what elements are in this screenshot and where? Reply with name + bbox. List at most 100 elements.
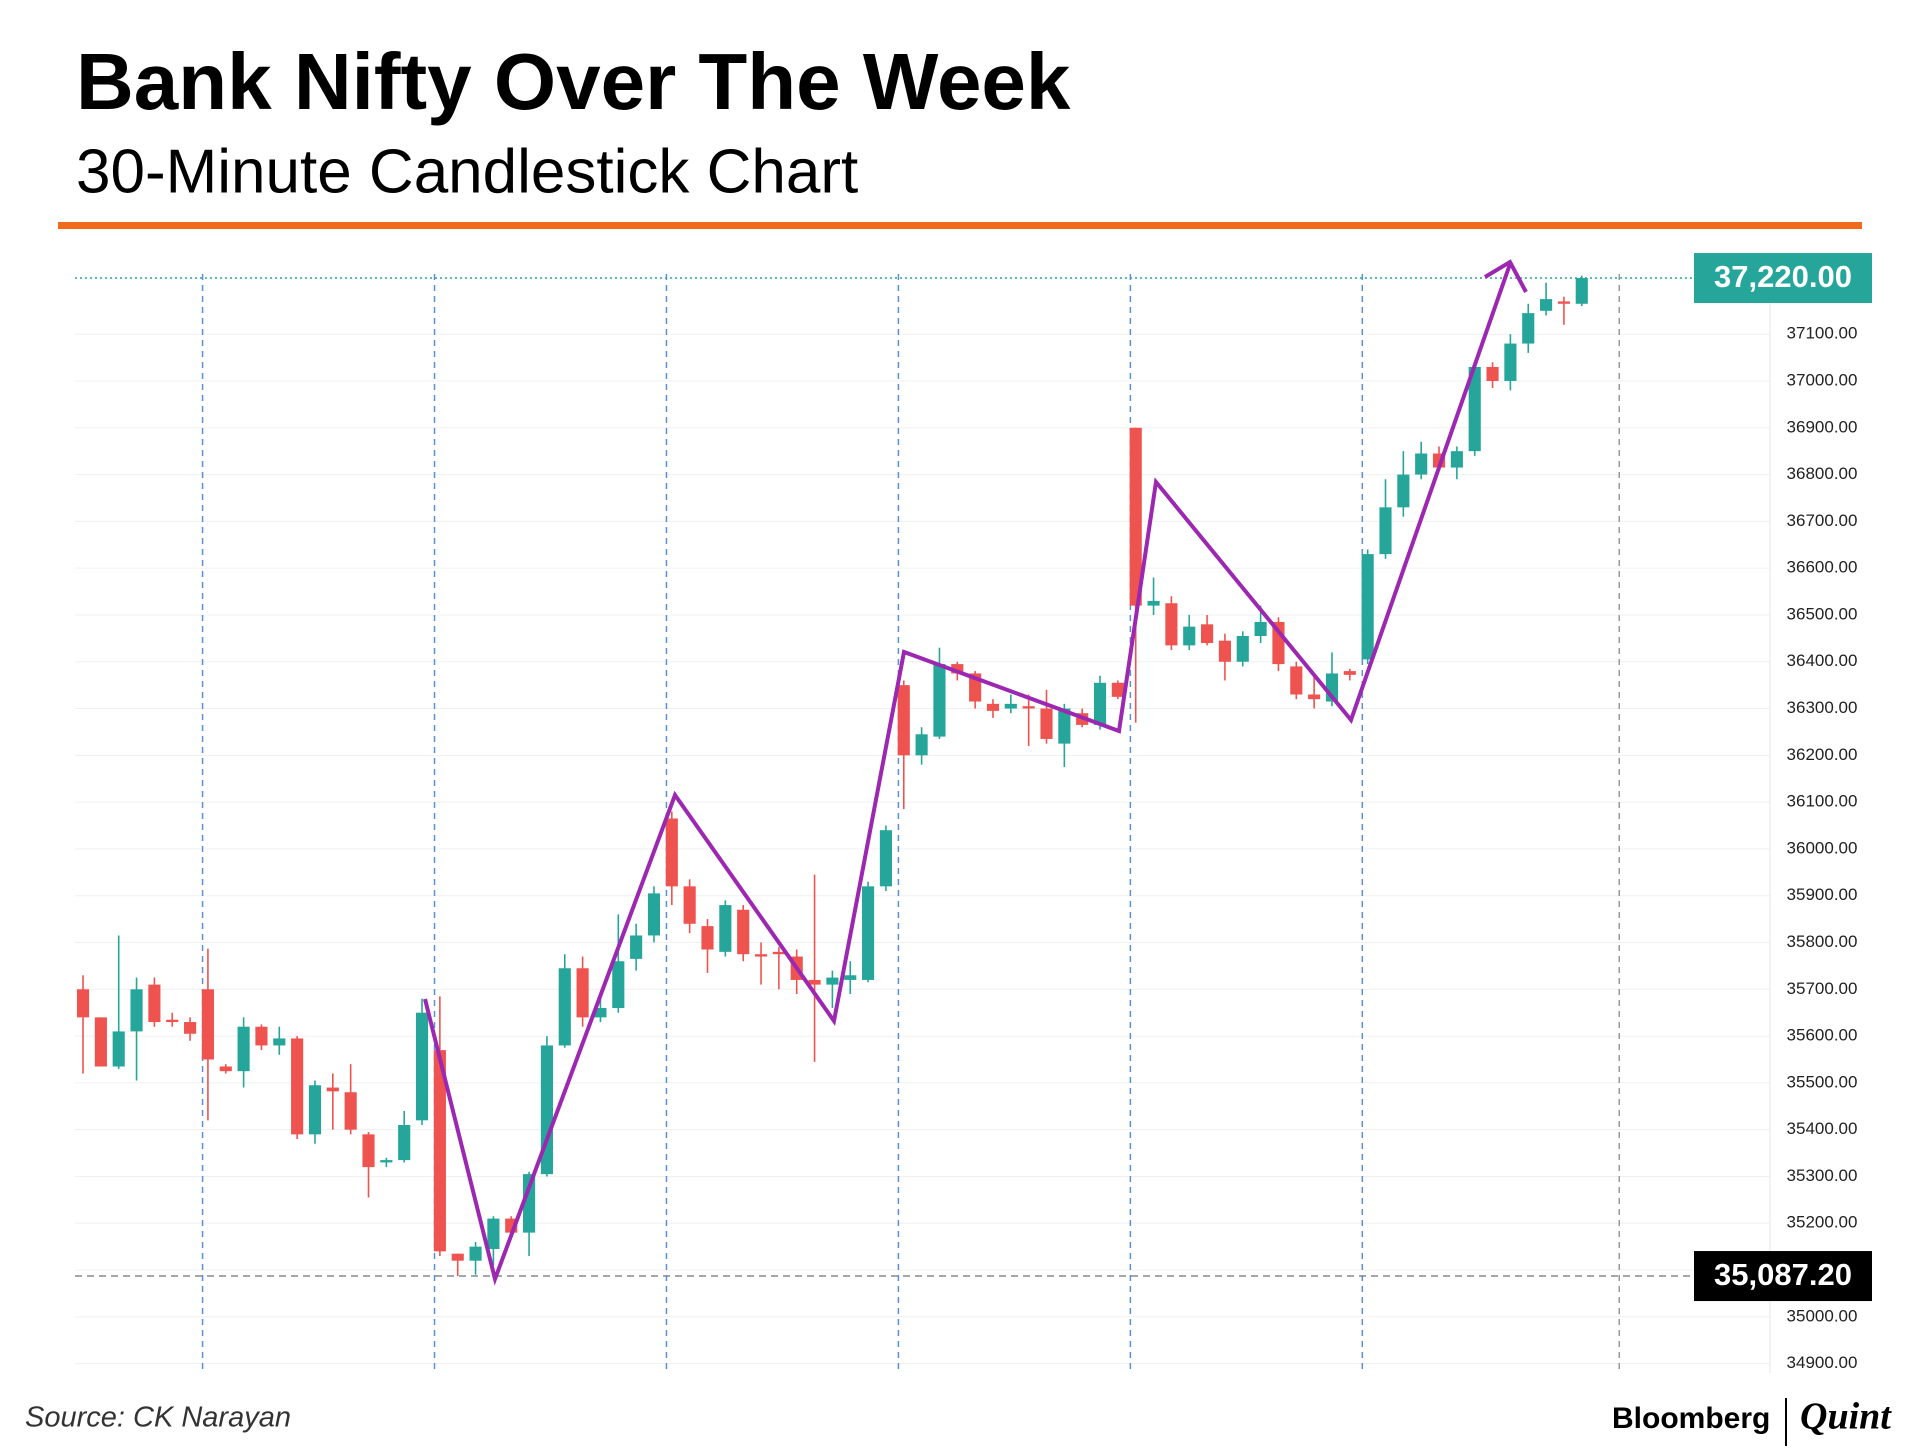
grid [75,277,1770,1365]
candle-body [237,1026,250,1072]
candle-body [344,1092,357,1130]
y-tick-label: 35200.00 [1787,1213,1858,1232]
candle-body [1165,603,1178,646]
candle-body [915,734,928,756]
day-separators [201,274,1620,1373]
candle-body [951,664,964,674]
candle-body [148,984,161,1023]
candle-body [469,1246,482,1261]
price-axis: 34900.0035000.0035100.0035200.0035300.00… [1694,253,1872,1373]
candle-body [862,886,875,980]
candle-body [1486,366,1499,381]
y-tick-label: 35900.00 [1787,885,1858,904]
candle-body [1343,671,1356,675]
candle-body [986,703,1000,711]
y-tick-label: 36500.00 [1787,604,1858,623]
candle-body [933,664,946,737]
y-tick-label: 35700.00 [1787,979,1858,998]
candle-body [1575,278,1588,304]
candle-body [291,1038,304,1135]
y-tick-label: 36100.00 [1787,792,1858,811]
candle-body [879,830,892,887]
trend-arrowhead [1483,259,1528,293]
y-tick-label: 35800.00 [1787,932,1858,951]
candle-body [1361,554,1374,660]
price-label: 37,220.00 [1714,259,1852,294]
candle-body [1504,343,1517,381]
candle-body [166,1019,179,1023]
y-tick-label: 36800.00 [1787,464,1858,483]
chart-title: Bank Nifty Over The Week [76,37,1071,126]
candle-body [826,977,839,985]
candle-body [326,1087,339,1092]
candle-body [1415,453,1428,475]
candle-body [112,1031,125,1067]
candle-body [1540,299,1553,311]
candle-body [630,935,643,959]
candle-body [1290,666,1303,695]
candle-body [1201,624,1214,644]
candle-body [76,989,90,1018]
candle-body [1022,706,1035,709]
title-rule [58,222,1862,229]
price-label-box [1694,1251,1872,1302]
candle-body [1236,636,1249,662]
candle-body [1040,708,1053,739]
candle-body [1379,507,1392,555]
candle-body [737,909,750,955]
y-tick-label: 35600.00 [1787,1026,1858,1045]
price-label-box [1694,253,1872,304]
candle-body [1218,640,1231,662]
candle-body [380,1160,393,1163]
candle-body [754,954,768,957]
candle-body [255,1026,268,1046]
y-tick-label: 37000.00 [1787,370,1858,389]
candle-body [415,1012,429,1121]
candle-body [219,1066,232,1072]
candle-body [273,1038,286,1046]
y-tick-label: 36900.00 [1787,417,1858,436]
candle-body [576,968,589,1018]
candle-body [719,905,732,952]
price-label: 35,087.20 [1714,1257,1852,1292]
candle-body [1468,366,1481,452]
candle-body [487,1218,500,1249]
candle-body [772,951,785,955]
candle-body [1058,708,1071,744]
y-tick-label: 35400.00 [1787,1119,1858,1138]
candle-body [1129,427,1142,606]
candle-body [308,1085,322,1135]
candles [76,275,1588,1277]
candle-body [1183,626,1196,646]
y-tick-label: 35000.00 [1787,1306,1858,1325]
logo-bloomberg: Bloomberg [1612,1402,1770,1435]
y-tick-label: 36700.00 [1787,511,1858,530]
candle-body [647,893,661,936]
candle-body [1093,682,1107,725]
y-tick-label: 36000.00 [1787,838,1858,857]
candle-body [1147,600,1160,606]
candle-body [451,1253,464,1261]
trend-zigzag [423,263,1512,1286]
candle-body [130,989,143,1032]
chart-subtitle: 30-Minute Candlestick Chart [76,137,858,206]
candle-body [94,1017,107,1067]
source: Source: CK Narayan [25,1402,291,1434]
candle-body [1254,621,1267,637]
y-tick-label: 34900.00 [1787,1353,1858,1372]
candle-body [1004,703,1017,709]
candle-body [1557,301,1570,304]
y-tick-label: 36300.00 [1787,698,1858,717]
y-tick-label: 35500.00 [1787,1072,1858,1091]
candle-body [398,1124,411,1161]
y-tick-label: 36200.00 [1787,745,1858,764]
candle-body [844,975,857,980]
candle-body [683,886,696,924]
y-tick-label: 36400.00 [1787,651,1858,670]
candle-body [362,1134,375,1168]
candle-body [612,961,625,1009]
candle-body [1450,451,1463,468]
candle-body [808,979,821,985]
y-tick-label: 37100.00 [1787,324,1858,343]
candle-body [1308,694,1321,700]
